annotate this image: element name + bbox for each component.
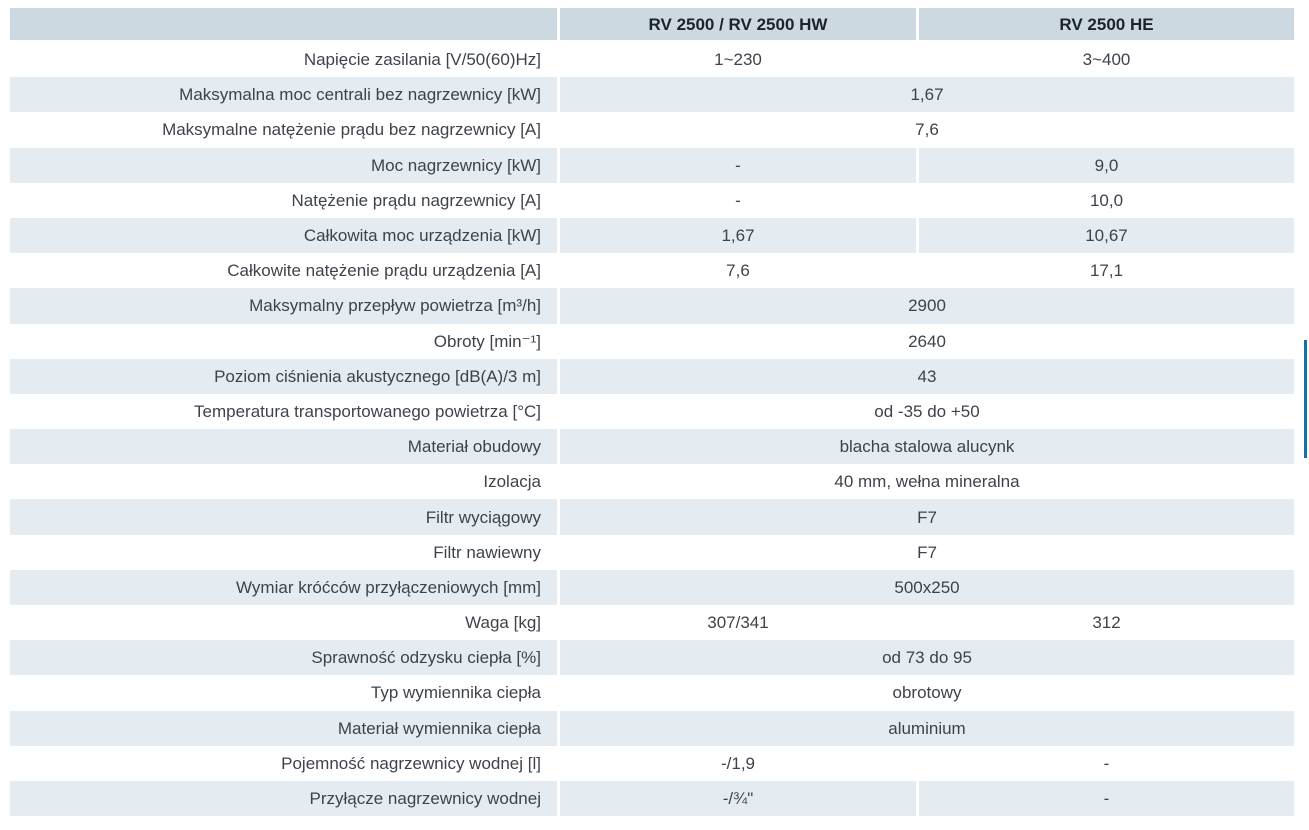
table-row: Materiał wymiennika ciepła aluminium xyxy=(10,710,1294,746)
row-label: Pojemność nagrzewnicy wodnej [l] xyxy=(281,753,541,773)
table-row: Maksymalna moc centrali bez nagrzewnicy … xyxy=(10,77,1294,113)
row-value-span: aluminium xyxy=(560,710,1294,746)
row-label: Typ wymiennika ciepła xyxy=(370,683,541,703)
page-edge-accent-bar xyxy=(1304,340,1307,458)
table-row: Typ wymiennika ciepła obrotowy xyxy=(10,675,1294,710)
row-value-col1: - xyxy=(735,190,741,210)
row-label: Filtr nawiewny xyxy=(433,542,541,562)
table-row: Obroty [min⁻¹] 2640 xyxy=(10,324,1294,359)
row-label: Maksymalna moc centrali bez nagrzewnicy … xyxy=(10,77,557,113)
row-label: Sprawność odzysku ciepła [%] xyxy=(10,640,557,676)
row-label: Maksymalny przepływ powietrza [m³/h] xyxy=(10,288,557,324)
header-cell-model-1: RV 2500 / RV 2500 HW xyxy=(560,8,916,40)
row-label: Materiał obudowy xyxy=(10,429,557,465)
row-value-col2: 10,67 xyxy=(919,217,1294,254)
row-value-span: 2640 xyxy=(908,331,946,351)
table-row: Natężenie prądu nagrzewnicy [A] - 10,0 xyxy=(10,183,1294,218)
row-label: Napięcie zasilania [V/50(60)Hz] xyxy=(303,50,541,70)
table-row: Materiał obudowy blacha stalowa alucynk xyxy=(10,429,1294,465)
table-row: Filtr nawiewny F7 xyxy=(10,535,1294,570)
row-value-span: 1,67 xyxy=(560,77,1294,113)
row-label: Przyłącze nagrzewnicy wodnej xyxy=(10,780,557,817)
row-label: Wymiar króćców przyłączeniowych [mm] xyxy=(10,569,557,605)
row-value-span: 500x250 xyxy=(560,569,1294,605)
table-row: Izolacja 40 mm, wełna mineralna xyxy=(10,464,1294,499)
table-row: Maksymalne natężenie prądu bez nagrzewni… xyxy=(10,112,1294,147)
row-value-col2: 3~400 xyxy=(1082,50,1131,70)
row-value-span: 2900 xyxy=(560,288,1294,324)
row-value-span: 40 mm, wełna mineralna xyxy=(834,472,1020,492)
row-label: Całkowita moc urządzenia [kW] xyxy=(10,217,557,254)
row-value-span: F7 xyxy=(560,499,1294,535)
table-row: Wymiar króćców przyłączeniowych [mm] 500x… xyxy=(10,569,1294,605)
table-row: Moc nagrzewnicy [kW] -9,0 xyxy=(10,147,1294,183)
row-value-col2: 17,1 xyxy=(1089,261,1124,281)
table-row: Poziom ciśnienia akustycznego [dB(A)/3 m… xyxy=(10,358,1294,394)
table-body: Napięcie zasilania [V/50(60)Hz] 1~230 3~40… xyxy=(10,42,1294,817)
row-value-span: 7,6 xyxy=(915,120,939,140)
row-label: Waga [kg] xyxy=(465,613,541,633)
row-label: Materiał wymiennika ciepła xyxy=(10,710,557,746)
header-cell-model-2: RV 2500 HE xyxy=(919,8,1294,40)
row-value-col1: -/¾" xyxy=(560,780,916,817)
table-row: Napięcie zasilania [V/50(60)Hz] 1~230 3~40… xyxy=(10,42,1294,77)
row-label: Obroty [min⁻¹] xyxy=(433,331,541,351)
table-header-row: RV 2500 / RV 2500 HW RV 2500 HE xyxy=(10,8,1294,40)
row-value-span: od -35 do +50 xyxy=(874,401,980,421)
row-label: Temperatura transportowanego powietrza [… xyxy=(194,401,541,421)
table-row: Pojemność nagrzewnicy wodnej [l] -/1,9 - xyxy=(10,746,1294,781)
row-value-col1: 307/341 xyxy=(707,613,769,633)
row-value-col1: 1,67 xyxy=(560,217,916,254)
row-value-col2: 312 xyxy=(1092,613,1121,633)
table-row: Przyłącze nagrzewnicy wodnej -/¾" - xyxy=(10,780,1294,817)
row-value-col2: - xyxy=(1103,753,1110,773)
row-label: Poziom ciśnienia akustycznego [dB(A)/3 m… xyxy=(10,358,557,394)
row-value-col1: 1~230 xyxy=(714,50,762,70)
table-row: Maksymalny przepływ powietrza [m³/h] 2900 xyxy=(10,288,1294,324)
row-label: Filtr wyciągowy xyxy=(10,499,557,535)
row-label: Natężenie prądu nagrzewnicy [A] xyxy=(291,190,541,210)
row-value-span: blacha stalowa alucynk xyxy=(560,429,1294,465)
row-value-col1: -/1,9 xyxy=(720,753,756,773)
row-value-col2: - xyxy=(919,780,1294,817)
row-value-col2: 9,0 xyxy=(919,147,1294,183)
table-row: Temperatura transportowanego powietrza [… xyxy=(10,394,1294,429)
header-cell-label xyxy=(10,8,557,40)
table-row: Całkowite natężenie prądu urządzenia [A]… xyxy=(10,253,1294,288)
table-row: Sprawność odzysku ciepła [%] od 73 do 95 xyxy=(10,640,1294,676)
row-value-col1: - xyxy=(560,147,916,183)
row-label: Maksymalne natężenie prądu bez nagrzewni… xyxy=(162,120,541,140)
row-value-span: od 73 do 95 xyxy=(560,640,1294,676)
row-value-col2: 10,0 xyxy=(1089,190,1124,210)
row-value-col1: 7,6 xyxy=(726,261,750,281)
spec-table: RV 2500 / RV 2500 HW RV 2500 HE Napięcie… xyxy=(10,8,1294,817)
row-label: Moc nagrzewnicy [kW] xyxy=(10,147,557,183)
row-label: Całkowite natężenie prądu urządzenia [A] xyxy=(227,261,541,281)
table-row: Waga [kg] 307/341 312 xyxy=(10,605,1294,640)
row-value-span: obrotowy xyxy=(892,683,962,703)
row-label: Izolacja xyxy=(483,472,541,492)
row-value-span: 43 xyxy=(560,358,1294,394)
table-row: Całkowita moc urządzenia [kW] 1,67 10,67 xyxy=(10,217,1294,254)
row-value-span: F7 xyxy=(917,542,937,562)
table-row: Filtr wyciągowy F7 xyxy=(10,499,1294,535)
